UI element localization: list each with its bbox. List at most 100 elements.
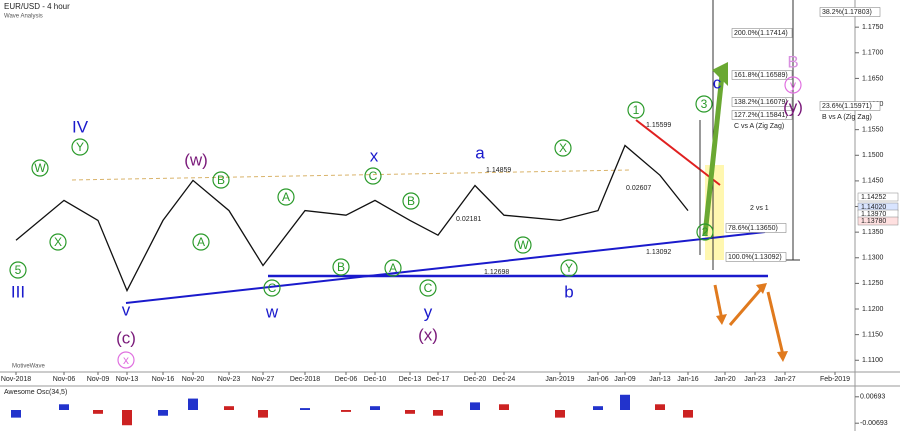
wave-label: X — [54, 235, 62, 249]
wave-circle — [419, 279, 437, 297]
x-tick-label: Dec-06 — [335, 376, 358, 383]
annotation: 1.14859 — [486, 167, 511, 174]
wave-label: 5 — [15, 263, 22, 277]
oscillator-bar — [620, 394, 630, 410]
wave-circle — [696, 223, 714, 241]
y-tick-label: 1.1200 — [862, 306, 884, 313]
oscillator-bar — [433, 410, 443, 416]
wave-label: III — [11, 282, 25, 301]
wave-circle — [384, 259, 402, 277]
y-tick-label: 1.1650 — [862, 75, 884, 82]
x-tick-label: Dec-24 — [493, 376, 516, 383]
wave-label: x — [370, 146, 379, 165]
oscillator-bar — [158, 410, 168, 416]
x-tick-label: Dec-10 — [364, 376, 387, 383]
oscillator-bar — [499, 404, 509, 410]
wave-label: A — [389, 261, 397, 275]
y-tick-label: 1.1700 — [862, 50, 884, 57]
annotation: B vs A (Zig Zag) — [822, 114, 872, 121]
x-tick-label: Nov-23 — [218, 376, 241, 383]
x-tick-label: Nov-20 — [182, 376, 205, 383]
x-tick-label: Jan-16 — [677, 376, 699, 383]
x-tick-label: Nov-16 — [152, 376, 175, 383]
annotation: 200.0%(1.17414) — [734, 30, 788, 37]
wave-label: Y — [565, 261, 573, 275]
x-tick-label: Nov-2018 — [1, 376, 31, 383]
wave-label: y — [424, 302, 433, 321]
wave-label: a — [475, 143, 485, 162]
oscillator-bar — [300, 408, 310, 410]
wave-label: W — [517, 238, 529, 252]
projection-arrow — [713, 284, 785, 356]
x-tick-label: Jan-13 — [649, 376, 671, 383]
oscillator-bar — [555, 410, 565, 418]
annotation: 0.02607 — [626, 185, 651, 192]
wave-circle — [560, 259, 578, 277]
annotation-box — [725, 223, 787, 233]
oscillator-bar — [122, 410, 132, 426]
x-tick-label: Dec-17 — [427, 376, 450, 383]
wave-label: v — [122, 300, 131, 319]
price-label: 1.13970 — [861, 211, 886, 218]
guide-line — [71, 169, 631, 181]
wave-label: b — [564, 282, 573, 301]
oscillator-title: Awesome Osc(34,5) — [4, 389, 67, 396]
price-line — [15, 144, 689, 293]
annotation-box — [731, 97, 793, 107]
oscillator-bar — [224, 406, 234, 410]
annotation: 100.0%(1.13092) — [728, 254, 782, 261]
y-tick-label: 1.1300 — [862, 255, 884, 262]
price-label: 1.14020 — [861, 204, 886, 211]
oscillator-bar — [59, 404, 69, 410]
wave-label: 2 — [702, 225, 709, 239]
oscillator-bar — [370, 406, 380, 410]
annotation-box — [731, 70, 793, 80]
wave-circle — [212, 171, 230, 189]
oscillator-bar — [93, 410, 103, 414]
wave-label: 1 — [633, 103, 640, 117]
x-tick-label: Jan-2019 — [545, 376, 574, 383]
x-tick-label: Jan-20 — [714, 376, 736, 383]
wave-circle — [277, 188, 295, 206]
wave-label: B — [337, 260, 345, 274]
y-tick-label: 1.1550 — [862, 126, 884, 133]
y-tick-label: -0.00693 — [860, 420, 888, 427]
wave-label: 3 — [701, 97, 708, 111]
annotation: C vs A (Zig Zag) — [734, 123, 784, 130]
x-tick-label: Jan-09 — [614, 376, 636, 383]
y-tick-label: 1.1500 — [862, 152, 884, 159]
y-tick-label: 1.1750 — [862, 24, 884, 31]
wave-circle — [627, 101, 645, 119]
wave-label: B — [407, 194, 415, 208]
x-tick-label: Nov-27 — [252, 376, 275, 383]
wave-circle — [117, 351, 135, 369]
x-tick-label: Jan-23 — [744, 376, 766, 383]
annotation: 161.8%(1.16589) — [734, 72, 788, 79]
price-label: 1.14252 — [861, 194, 886, 201]
wave-label: C — [369, 169, 378, 183]
y-tick-label: 0.00693 — [860, 394, 885, 401]
annotation-box — [731, 110, 793, 120]
x-tick-label: Nov-09 — [87, 376, 110, 383]
oscillator-bar — [470, 402, 480, 410]
wave-circle — [402, 192, 420, 210]
chart-title: EUR/USD - 4 hour — [4, 2, 70, 11]
oscillator-bar — [341, 410, 351, 412]
y-tick-label: 1.1150 — [862, 331, 883, 338]
arrow-head — [712, 62, 728, 86]
annotation: 127.2%(1.15841) — [734, 112, 788, 119]
annotation: 1.15599 — [646, 122, 671, 129]
wave-label: (w) — [184, 150, 208, 169]
wave-circle — [514, 236, 532, 254]
chart-subtitle: Wave Analysis — [4, 14, 43, 20]
annotation: 38.2%(1.17803) — [822, 9, 872, 16]
x-tick-label: Nov-13 — [116, 376, 139, 383]
annotation: 1.12698 — [484, 269, 509, 276]
wave-label: A — [197, 235, 205, 249]
annotation-box — [819, 101, 881, 111]
annotation: 78.6%(1.13650) — [728, 225, 778, 232]
oscillator-bar — [655, 404, 665, 410]
annotation-box — [725, 252, 787, 262]
resistance-line — [635, 119, 721, 186]
